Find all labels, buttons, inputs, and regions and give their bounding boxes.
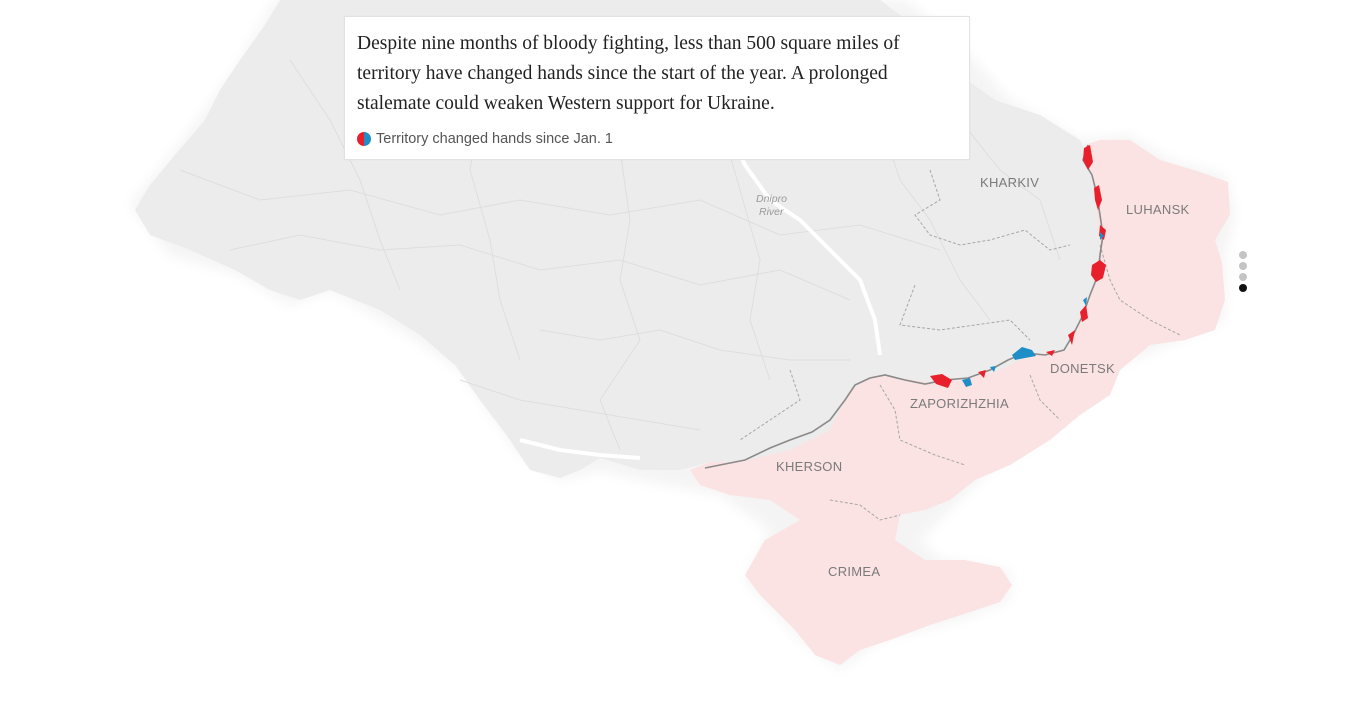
road-network [179, 39, 1061, 451]
legend: Territory changed hands since Jan. 1 [357, 131, 957, 147]
region-label-zaporizhzhia: ZAPORIZHZHIA [910, 396, 1009, 411]
caption-text: Despite nine months of bloody fighting, … [357, 33, 900, 114]
legend-label: Territory changed hands since Jan. 1 [376, 131, 613, 147]
step-pager [1238, 250, 1248, 294]
region-label-donetsk: DONETSK [1050, 361, 1115, 376]
pager-dot-3[interactable] [1239, 273, 1247, 281]
occupied-territory [690, 140, 1230, 665]
pager-dot-2[interactable] [1239, 262, 1247, 270]
ukrainian-gains [962, 232, 1104, 387]
river-label-line1: Dnipro [756, 193, 787, 205]
pager-dot-1[interactable] [1239, 251, 1247, 259]
dnipro-lower-river [519, 438, 641, 460]
caption-box: Despite nine months of bloody fighting, … [344, 16, 970, 160]
region-label-kharkiv: KHARKIV [980, 175, 1039, 190]
oblast-borders [739, 169, 1181, 521]
region-label-crimea: CRIMEA [828, 564, 880, 579]
territory-change-legend-icon [357, 132, 371, 146]
region-label-luhansk: LUHANSK [1126, 202, 1190, 217]
river-label-line2: River [759, 206, 784, 218]
pager-dot-4-active[interactable] [1239, 284, 1247, 292]
region-label-kherson: KHERSON [776, 459, 842, 474]
